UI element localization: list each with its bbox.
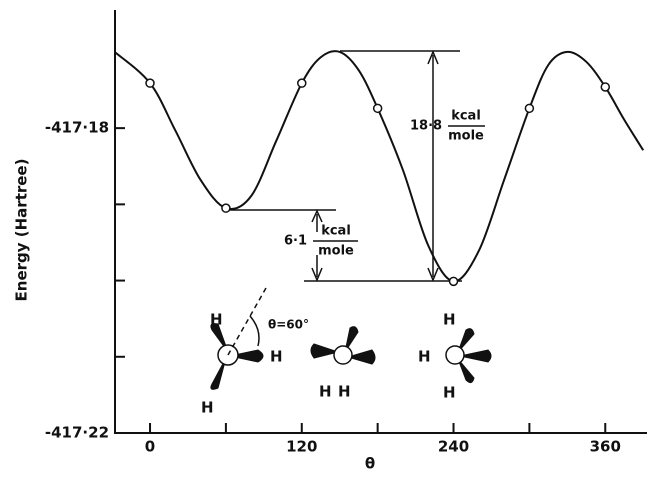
energy-curve <box>113 50 645 283</box>
atom-label: H <box>270 348 283 366</box>
annotation: 18·8 <box>410 119 442 134</box>
x-tick-label: 0 <box>145 438 155 456</box>
data-point <box>448 276 459 287</box>
data-point <box>297 78 307 88</box>
atom-label: H <box>443 311 456 329</box>
data-point <box>372 103 383 114</box>
annotation: kcal <box>451 109 481 124</box>
atom-label: H <box>443 384 456 402</box>
data-point <box>600 82 611 92</box>
data-point <box>145 78 155 88</box>
annotation: mole <box>318 244 354 259</box>
energy-difference-markers <box>228 50 485 282</box>
data-point <box>524 103 535 114</box>
atom-label: H <box>319 383 332 401</box>
annotation: 6·1 <box>284 234 307 249</box>
x-tick-label: 360 <box>590 438 621 456</box>
y-tick-label: -417·22 <box>45 424 109 442</box>
y-axis-label: Energy (Hartree) <box>13 159 31 302</box>
atom-label: H <box>210 311 223 329</box>
atom-label: H <box>418 348 431 366</box>
x-tick-label: 240 <box>438 438 469 456</box>
x-tick-label: 120 <box>286 438 317 456</box>
annotation: mole <box>448 129 484 144</box>
newman-projection <box>210 287 492 390</box>
atom-label: H <box>201 399 214 417</box>
x-axis-label: θ <box>365 455 375 473</box>
data-point <box>221 203 231 213</box>
y-tick-label: -417·18 <box>45 119 109 137</box>
atom-label: H <box>338 383 351 401</box>
annotation: θ=60° <box>268 318 309 332</box>
annotation: kcal <box>321 224 351 239</box>
